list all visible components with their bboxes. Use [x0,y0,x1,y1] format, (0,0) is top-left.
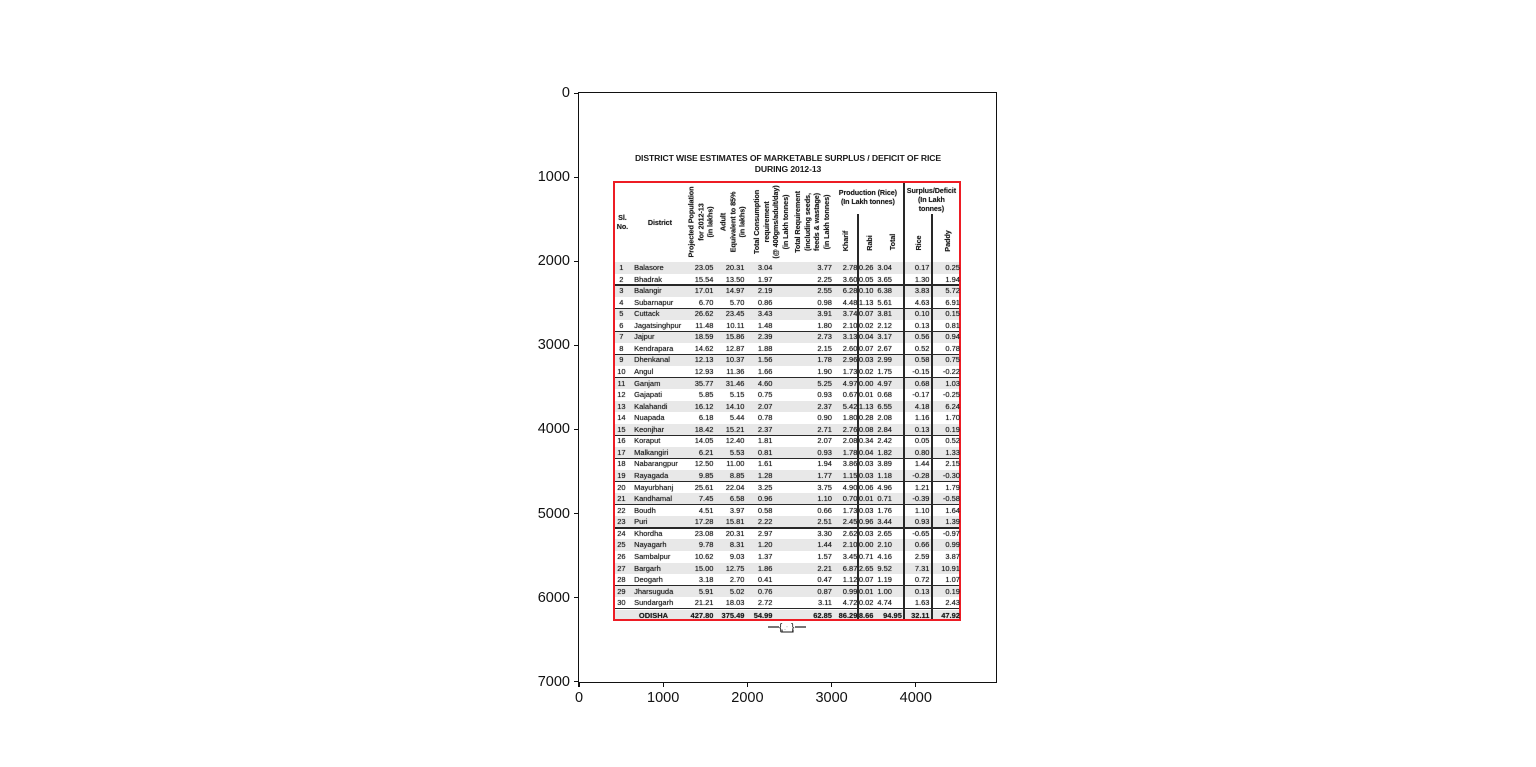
svg-text:{: { [779,623,783,634]
svg-text:ˌ·: ˌ· [784,625,788,631]
svg-text:}: } [791,623,795,634]
